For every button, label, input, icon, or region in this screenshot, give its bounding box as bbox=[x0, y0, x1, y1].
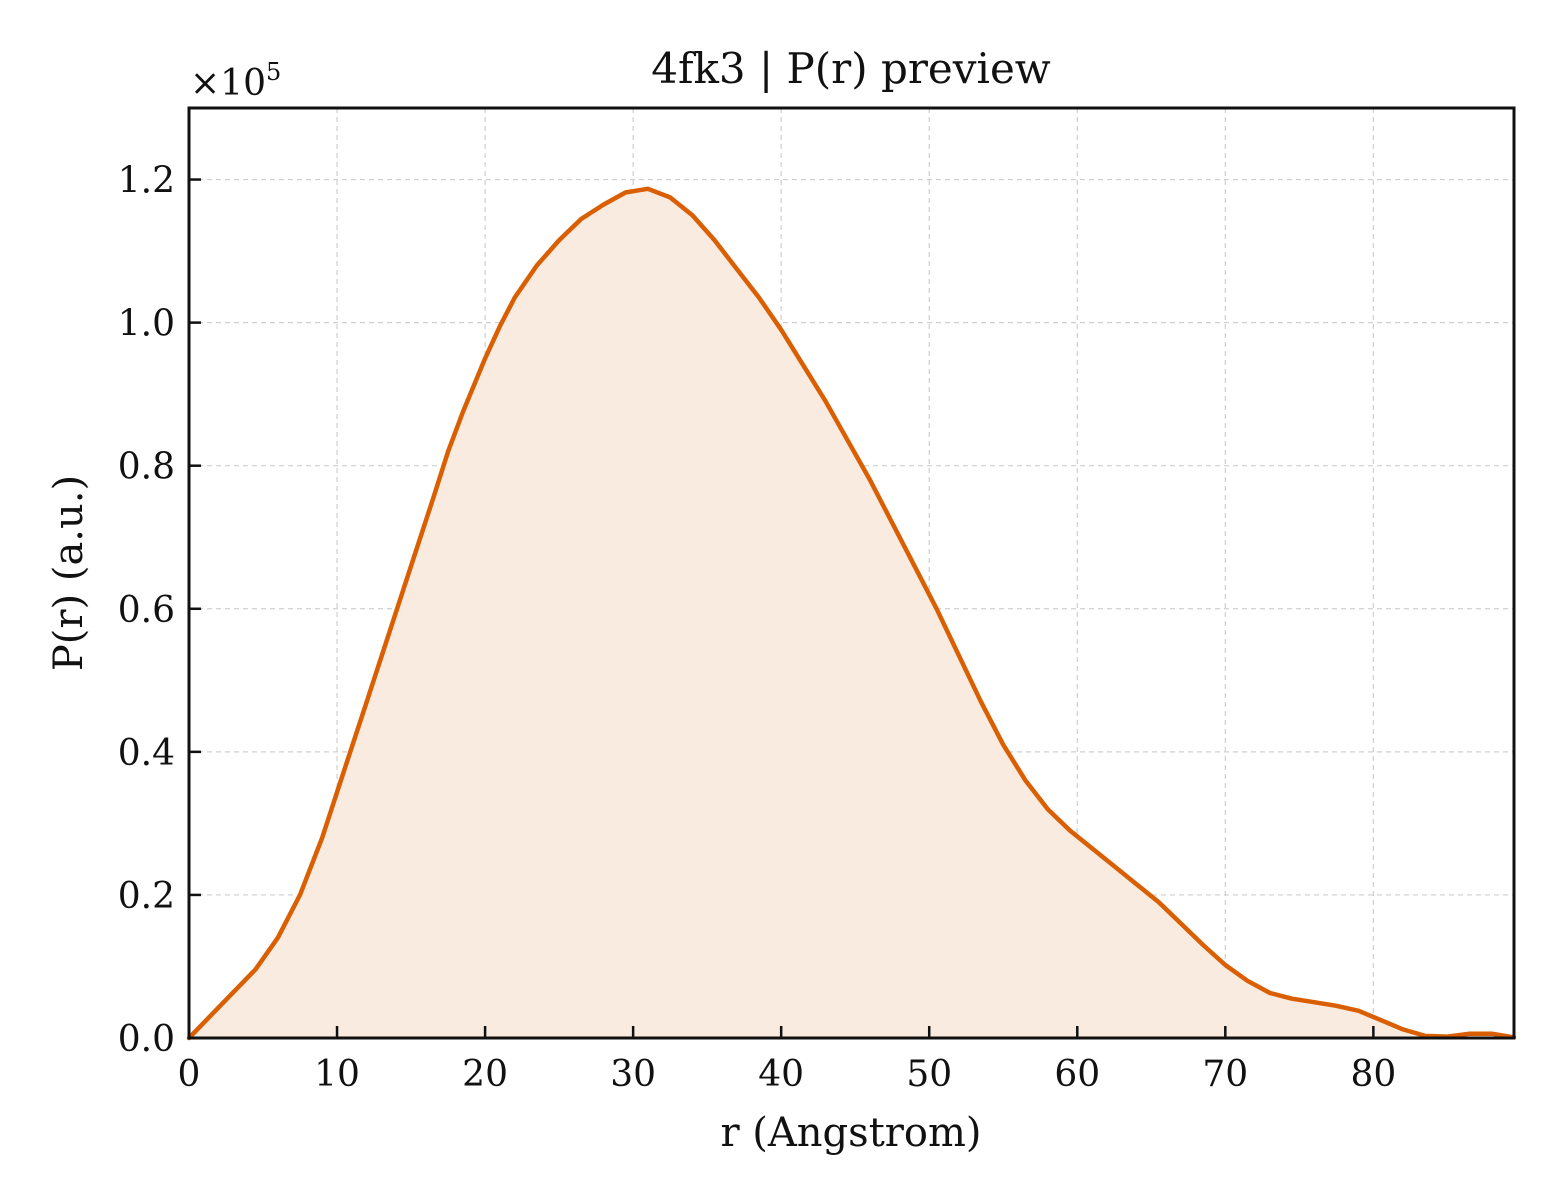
y-tick-label: 0.0 bbox=[118, 1019, 175, 1060]
y-axis-title: P(r) (a.u.) bbox=[46, 475, 92, 671]
x-tick-label: 50 bbox=[906, 1054, 952, 1095]
x-tick-label: 80 bbox=[1350, 1054, 1396, 1095]
y-scale-label: ×105 bbox=[190, 58, 281, 104]
x-axis-title: r (Angstrom) bbox=[720, 1110, 981, 1156]
x-tick-label: 70 bbox=[1202, 1054, 1248, 1095]
axis-ticks: 0 10 20 30 40 50 60 70 80 0.0 0.2 0.4 0.6 0.8 1.0 1.2 bbox=[118, 161, 1397, 1095]
x-tick-label: 10 bbox=[314, 1054, 360, 1095]
plot-frame bbox=[187, 106, 1516, 1040]
x-tick-label: 30 bbox=[610, 1054, 656, 1095]
y-tick-label: 0.2 bbox=[118, 876, 175, 917]
y-tick-label: 1.0 bbox=[118, 304, 175, 345]
chart-title: 4fk3 | P(r) preview bbox=[651, 44, 1051, 93]
x-tick-label: 20 bbox=[462, 1054, 508, 1095]
y-tick-label: 0.4 bbox=[118, 733, 175, 774]
y-tick-label: 1.2 bbox=[118, 161, 175, 202]
y-tick-label: 0.6 bbox=[118, 590, 175, 631]
x-tick-label: 40 bbox=[758, 1054, 804, 1095]
y-scale-base: ×10 bbox=[190, 63, 266, 104]
x-tick-label: 0 bbox=[178, 1054, 201, 1095]
area-fill bbox=[189, 188, 1514, 1039]
series-line bbox=[186, 186, 1517, 1041]
y-scale-exponent: 5 bbox=[266, 58, 281, 86]
x-tick-label: 60 bbox=[1054, 1054, 1100, 1095]
y-tick-label: 0.8 bbox=[118, 447, 175, 488]
